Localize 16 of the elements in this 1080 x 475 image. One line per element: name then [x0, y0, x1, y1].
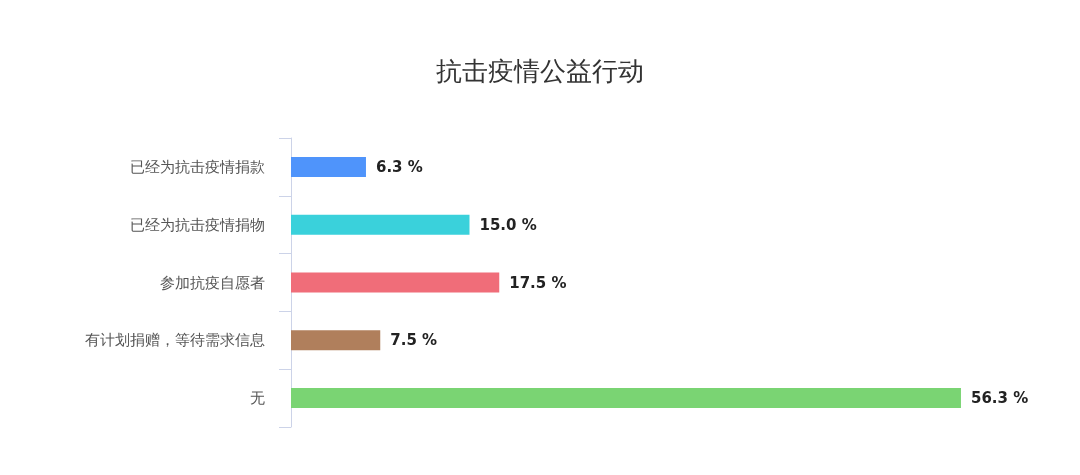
bar: [291, 156, 366, 177]
data-label: 15.0 %: [479, 215, 537, 234]
bar: [291, 272, 500, 293]
y-tick-label: 已经为抗击疫情捐物: [130, 215, 265, 234]
y-tick-label: 无: [250, 389, 265, 408]
y-tick-label: 已经为抗击疫情捐款: [130, 157, 265, 176]
data-label: 17.5 %: [509, 273, 567, 292]
y-tick-label: 参加抗疫自愿者: [160, 273, 265, 292]
bar: [291, 330, 381, 351]
data-label: 6.3 %: [375, 157, 423, 176]
bar: [291, 214, 470, 235]
data-label: 7.5 %: [390, 331, 438, 350]
bar: [291, 388, 961, 409]
chart-title: 抗击疫情公益行动: [436, 56, 644, 86]
data-label: 56.3 %: [970, 389, 1029, 408]
y-tick-label: 有计划捐赠，等待需求信息: [85, 331, 265, 350]
